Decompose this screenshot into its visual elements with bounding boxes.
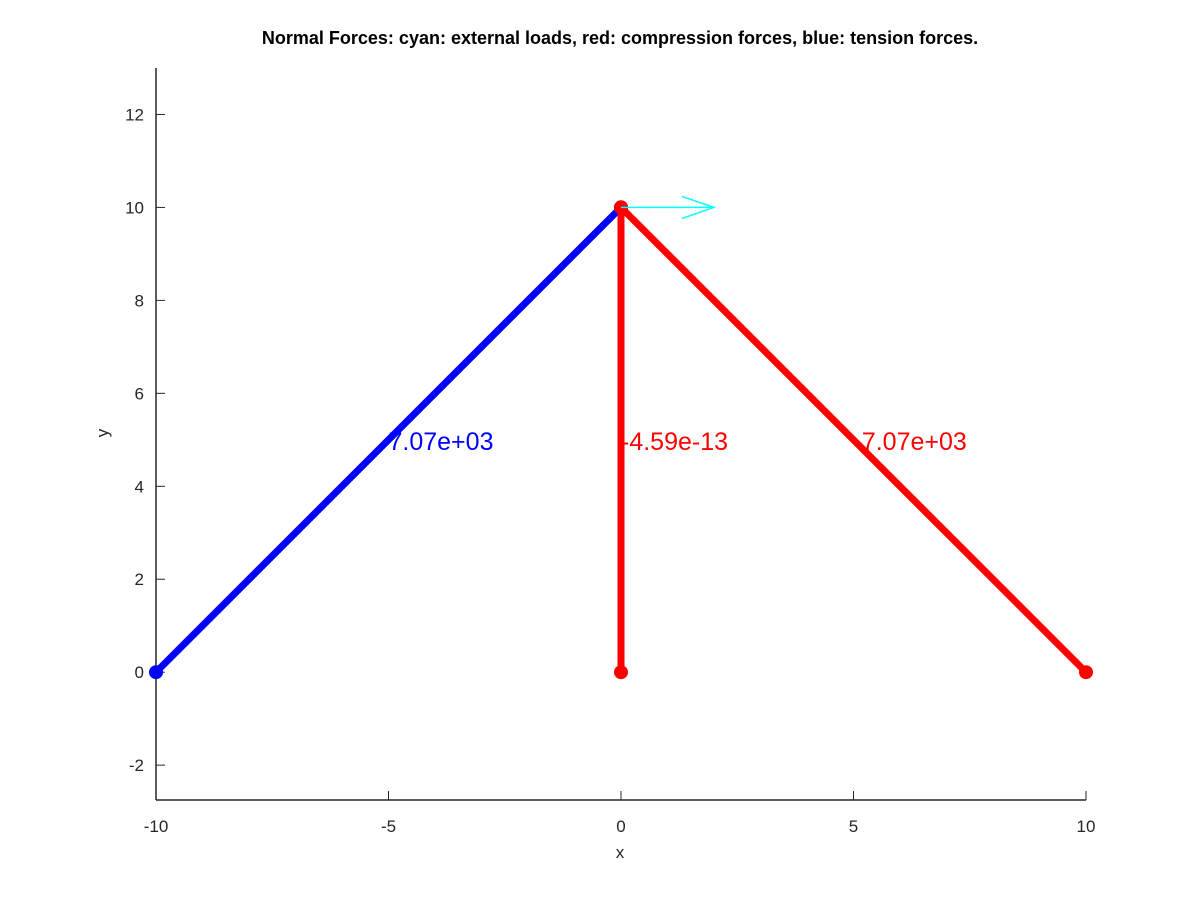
y-tick-label: 10	[125, 198, 144, 217]
x-tick-label: -5	[381, 817, 396, 836]
chart-title: Normal Forces: cyan: external loads, red…	[262, 28, 978, 48]
x-tick-label: 0	[616, 817, 625, 836]
axes: -10 -5 0 5 10 -2 0 2 4 6 8 10 12	[125, 68, 1095, 836]
x-tick-label: -10	[144, 817, 169, 836]
y-tick-label: 12	[125, 105, 144, 124]
member-line-1	[152, 203, 625, 676]
force-label-1: 7.07e+03	[389, 428, 494, 456]
member-line-3	[617, 203, 1090, 676]
y-tick-label: -2	[129, 756, 144, 775]
y-tick-label: 0	[135, 663, 144, 682]
x-tick-label: 5	[849, 817, 858, 836]
y-axis-label: y	[93, 428, 112, 437]
force-label-3: -7.07e+03	[854, 428, 967, 456]
y-tick-label: 8	[135, 291, 144, 310]
y-tick-label: 4	[135, 477, 144, 496]
y-tick-label: 2	[135, 570, 144, 589]
external-loads	[621, 195, 717, 220]
member-node-start-1	[149, 665, 163, 680]
force-labels: 7.07e+03 -4.59e-13 -7.07e+03	[389, 428, 967, 456]
member-node-start-2	[614, 665, 628, 680]
x-axis-label: x	[616, 843, 625, 862]
x-tick-label: 10	[1077, 817, 1096, 836]
y-tick-label: 6	[135, 384, 144, 403]
load-arrow-head-1	[681, 195, 717, 220]
member-node-start-3	[1079, 665, 1093, 680]
force-label-2: -4.59e-13	[621, 428, 728, 456]
